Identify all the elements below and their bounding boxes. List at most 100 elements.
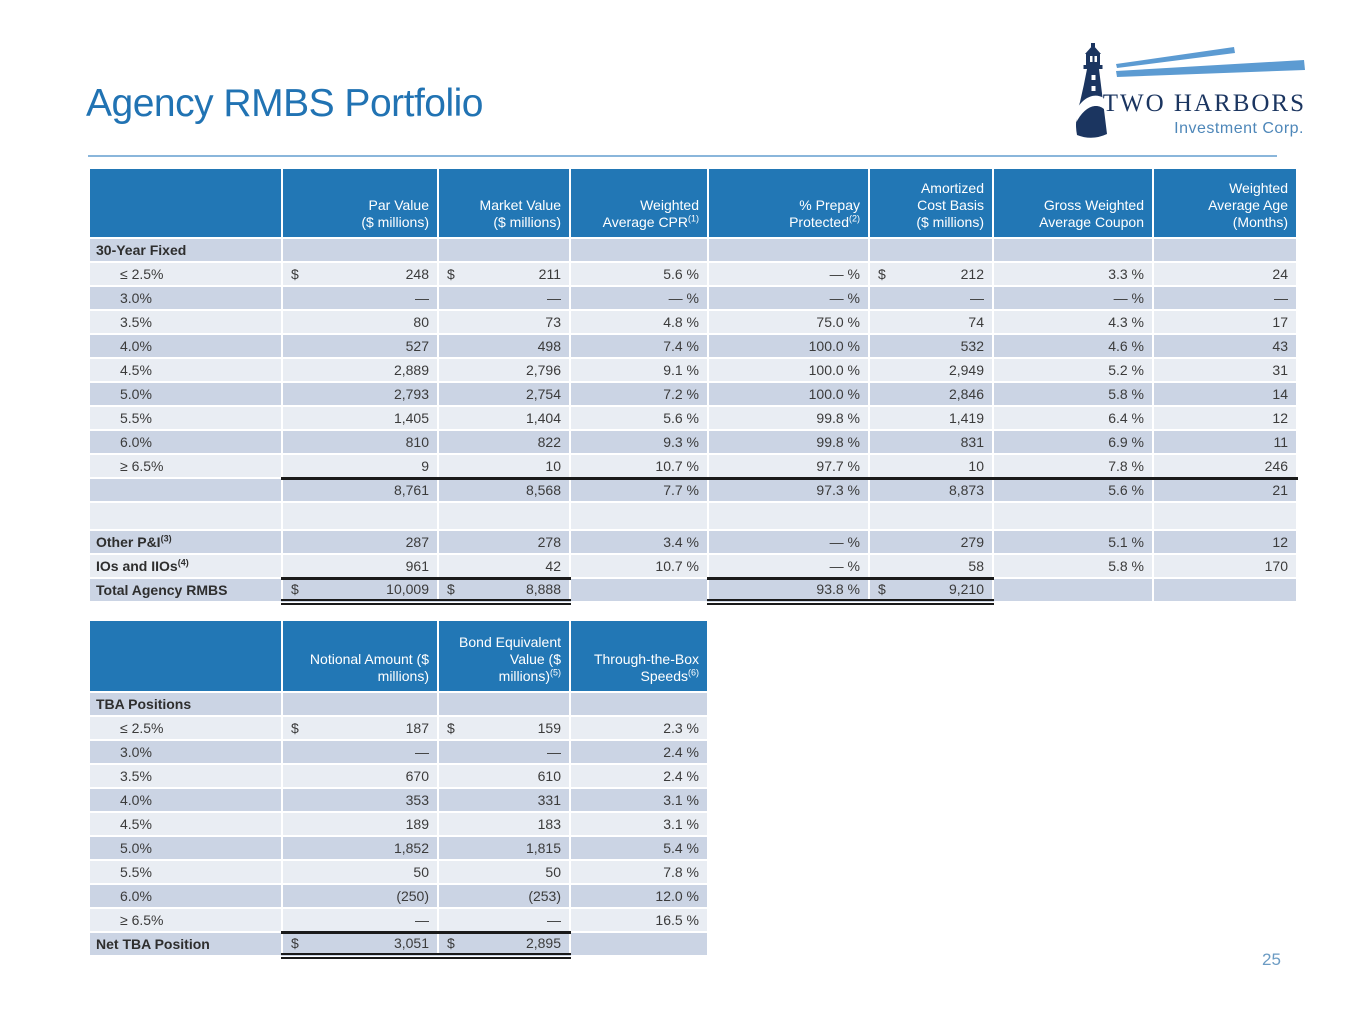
table-cell: 100.0 % [707, 333, 870, 359]
table-cell [707, 237, 870, 263]
table-cell [868, 237, 994, 263]
table-cell [281, 237, 439, 263]
table-cell: 7.8 % [992, 453, 1154, 479]
row-label [88, 477, 283, 503]
column-header: Weighted Average Age (Months) [1152, 167, 1298, 239]
table-cell: 183 [437, 811, 571, 837]
table-cell: 12 [1152, 529, 1298, 555]
table-cell: 532 [868, 333, 994, 359]
currency-prefix: $ [447, 720, 455, 736]
table-cell: 42 [437, 553, 571, 579]
table-cell: 1,405 [281, 405, 439, 431]
table-cell [569, 577, 709, 603]
table-cell: 822 [437, 429, 571, 455]
row-label: 5.5% [88, 859, 283, 885]
table-cell: 4.8 % [569, 309, 709, 335]
table-cell: 278 [437, 529, 571, 555]
currency-prefix: $ [291, 720, 299, 736]
table-cell: $10,009 [281, 576, 439, 605]
table-cell: 10 [437, 453, 571, 479]
table-cell: 5.8 % [992, 381, 1154, 407]
column-header: Par Value ($ millions) [281, 167, 439, 239]
column-header: Gross Weighted Average Coupon [992, 167, 1154, 239]
table-cell: — % [992, 285, 1154, 311]
table-cell: 610 [437, 763, 571, 789]
lighthouse-icon [1075, 43, 1305, 138]
column-header: Bond Equivalent Value ($ millions)(5) [437, 619, 571, 693]
row-30-year-fixed: 30-Year Fixed [88, 237, 1298, 263]
table-cell: 4.6 % [992, 333, 1154, 359]
cell-value: 248 [405, 266, 429, 282]
table-cell: 8,761 [281, 476, 439, 503]
row-3.5: 3.5% 670 610 2.4 % [88, 763, 709, 789]
table-cell: 100.0 % [707, 381, 870, 407]
row-label: Other P&I(3) [88, 529, 283, 555]
table-cell: (253) [437, 883, 571, 909]
table-cell: 2.4 % [569, 739, 709, 765]
table-cell: 498 [437, 333, 571, 359]
cell-value: 8,888 [525, 581, 561, 598]
table-cell: 961 [281, 553, 439, 579]
table-cell: 8,568 [437, 476, 571, 503]
row-label: 6.0% [88, 883, 283, 909]
currency-prefix: $ [447, 266, 455, 282]
table-cell: 2,889 [281, 357, 439, 383]
column-header: Weighted Average CPR(1) [569, 167, 709, 239]
row-6.0: 6.0% (250) (253) 12.0 % [88, 883, 709, 909]
cell-value: 212 [960, 266, 984, 282]
row-4.0: 4.0% 353 331 3.1 % [88, 787, 709, 813]
table-cell: 1,852 [281, 835, 439, 861]
table-cell: 16.5 % [569, 907, 709, 933]
table-cell: 2,846 [868, 381, 994, 407]
row-label: 4.5% [88, 357, 283, 383]
row-label: 5.0% [88, 381, 283, 407]
table-cell: (250) [281, 883, 439, 909]
table-cell: 73 [437, 309, 571, 335]
table-cell: — [437, 907, 571, 933]
row-2.5: ≤ 2.5% $248 $211 5.6 % — % $212 3.3 % 24 [88, 261, 1298, 287]
table-cell: — % [569, 285, 709, 311]
table-cell: 5.6 % [569, 405, 709, 431]
table-cell: 7.2 % [569, 381, 709, 407]
table-cell: 7.8 % [569, 859, 709, 885]
row-6.0: 6.0% 810 822 9.3 % 99.8 % 831 6.9 % 11 [88, 429, 1298, 455]
row-tba-positions: TBA Positions [88, 691, 709, 717]
table-cell: — [437, 739, 571, 765]
currency-prefix: $ [291, 266, 299, 282]
table-cell: 5.8 % [992, 553, 1154, 579]
cell-value: 9,210 [948, 581, 984, 598]
table-cell: $187 [281, 715, 439, 741]
table-cell [437, 691, 571, 717]
currency-prefix: $ [291, 935, 299, 952]
table-cell: 2.4 % [569, 763, 709, 789]
row-label: Total Agency RMBS [88, 577, 283, 603]
table-cell: 93.8 % [707, 576, 870, 605]
column-header: % Prepay Protected(2) [707, 167, 870, 239]
table-cell: 10.7 % [569, 453, 709, 479]
table-cell: — [281, 907, 439, 933]
table-cell: — [437, 285, 571, 311]
row-label: ≤ 2.5% [88, 715, 283, 741]
table-cell: 6.4 % [992, 405, 1154, 431]
table-cell: 80 [281, 309, 439, 335]
table-cell: 97.7 % [707, 453, 870, 479]
cell-value: 10,009 [386, 581, 429, 598]
table-cell [569, 931, 709, 957]
row-label: 3.5% [88, 763, 283, 789]
table-cell: 831 [868, 429, 994, 455]
table-cell [437, 237, 571, 263]
table-cell [569, 501, 709, 531]
table-cell [992, 237, 1154, 263]
table-cell: 8,873 [868, 476, 994, 503]
table-cell: 3.1 % [569, 787, 709, 813]
table-cell [1152, 501, 1298, 531]
table-cell: 670 [281, 763, 439, 789]
table-cell [992, 501, 1154, 531]
table-cell: 50 [281, 859, 439, 885]
row-3.0: 3.0% — — — % — % — — % — [88, 285, 1298, 311]
table-cell: $8,888 [437, 576, 571, 605]
table-cell: 3.1 % [569, 811, 709, 837]
table-cell [569, 237, 709, 263]
row-6.5: ≥ 6.5% 9 10 10.7 % 97.7 % 10 7.8 % 246 [88, 453, 1298, 479]
tba-positions-table: Notional Amount ($ millions) Bond Equivale… [88, 619, 709, 959]
